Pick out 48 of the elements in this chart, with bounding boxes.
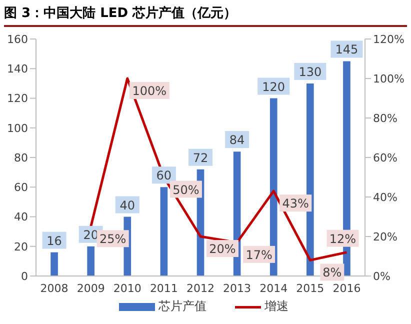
y-tick-label: 120 [7,92,28,106]
chart-title: 图 3：中国大陆 LED 芯片产值（亿元） [4,4,407,27]
y2-tick-label: 0% [373,270,390,283]
bar [160,187,168,276]
y-tick-label: 100 [7,122,28,135]
y-tick-label: 0 [21,270,28,283]
data-label: 84 [229,133,245,148]
x-tick-label: 2010 [113,282,142,295]
bar [87,246,94,276]
data-label: 50% [172,182,200,197]
x-tick-label: 2014 [260,282,288,295]
y-tick-label: 60 [14,181,28,194]
x-tick-label: 2011 [150,282,178,295]
data-label: 25% [99,232,126,246]
bar [306,83,314,276]
data-label: 16 [46,234,62,248]
legend-label: 增速 [264,298,288,315]
data-label: 40 [120,198,136,212]
y-tick-label: 140 [7,62,28,76]
y-tick-label: 80 [14,151,28,164]
y2-tick-label: 20% [373,230,398,244]
y-tick-label: 20 [14,240,28,254]
data-label: 100% [132,84,167,98]
data-label: 120 [262,80,286,94]
legend-label: 芯片产值 [158,298,206,315]
x-tick-label: 2013 [223,282,252,295]
y2-tick-label: 60% [373,151,398,164]
data-label: 60 [156,168,172,183]
y2-tick-label: 120% [373,32,404,46]
y-tick-label: 160 [7,32,28,46]
x-tick-label: 2015 [296,282,324,295]
y2-tick-label: 80% [373,112,398,125]
data-label: 20% [209,242,236,256]
data-label: 8% [322,266,342,280]
data-label: 130 [298,64,322,79]
data-label: 72 [192,150,208,165]
x-tick-label: 2016 [332,282,361,295]
data-label: 145 [335,42,358,57]
x-tick-label: 2012 [186,282,214,295]
data-label: 12% [329,232,356,246]
data-label: 17% [246,248,272,262]
bar [50,252,58,276]
data-label: 43% [282,196,309,211]
y2-tick-label: 40% [373,190,398,204]
x-tick-label: 2009 [76,282,105,295]
x-tick-label: 2008 [40,282,68,295]
y-tick-label: 40 [14,210,28,224]
y2-tick-label: 100% [373,72,404,86]
